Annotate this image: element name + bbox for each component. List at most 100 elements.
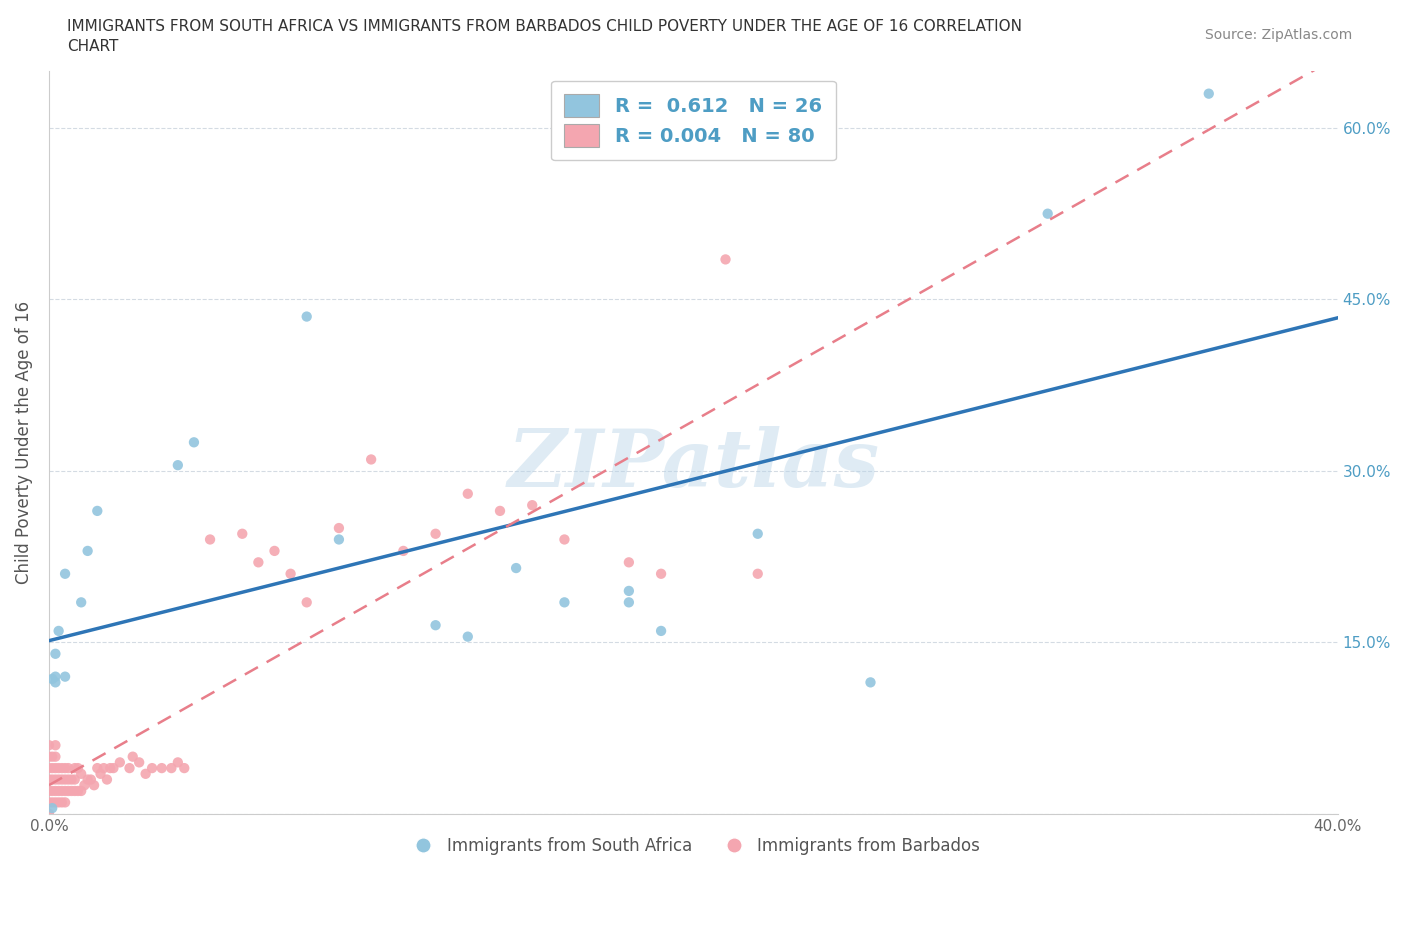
Point bbox=[41, 783, 63, 798]
Point bbox=[118, 761, 141, 776]
Point bbox=[80, 772, 103, 787]
Point bbox=[41, 750, 63, 764]
Point bbox=[280, 566, 302, 581]
Point bbox=[66, 783, 89, 798]
Point bbox=[41, 761, 63, 776]
Point bbox=[63, 761, 86, 776]
Point bbox=[48, 783, 70, 798]
Point bbox=[98, 761, 121, 776]
Point bbox=[135, 766, 157, 781]
Point bbox=[44, 795, 66, 810]
Point bbox=[173, 761, 195, 776]
Point bbox=[44, 772, 66, 787]
Point bbox=[76, 543, 98, 558]
Point bbox=[53, 783, 76, 798]
Point bbox=[617, 555, 640, 570]
Point bbox=[48, 795, 70, 810]
Point bbox=[650, 623, 672, 638]
Point bbox=[231, 526, 253, 541]
Text: IMMIGRANTS FROM SOUTH AFRICA VS IMMIGRANTS FROM BARBADOS CHILD POVERTY UNDER THE: IMMIGRANTS FROM SOUTH AFRICA VS IMMIGRAN… bbox=[67, 19, 1022, 33]
Text: ZIPatlas: ZIPatlas bbox=[508, 426, 879, 503]
Point bbox=[51, 772, 73, 787]
Point bbox=[51, 783, 73, 798]
Point bbox=[86, 503, 108, 518]
Point bbox=[1198, 86, 1220, 101]
Point bbox=[489, 503, 512, 518]
Point bbox=[295, 309, 318, 324]
Point bbox=[108, 755, 131, 770]
Point bbox=[38, 737, 60, 752]
Point bbox=[553, 532, 575, 547]
Point bbox=[553, 595, 575, 610]
Point bbox=[58, 772, 80, 787]
Point bbox=[48, 761, 70, 776]
Text: Source: ZipAtlas.com: Source: ZipAtlas.com bbox=[1205, 28, 1353, 42]
Point bbox=[38, 750, 60, 764]
Point bbox=[86, 761, 108, 776]
Point bbox=[53, 670, 76, 684]
Point bbox=[457, 630, 479, 644]
Point bbox=[48, 772, 70, 787]
Point bbox=[360, 452, 382, 467]
Point bbox=[425, 618, 447, 632]
Point bbox=[44, 646, 66, 661]
Point bbox=[83, 777, 105, 792]
Point bbox=[44, 675, 66, 690]
Point bbox=[617, 595, 640, 610]
Point bbox=[328, 521, 350, 536]
Point bbox=[53, 795, 76, 810]
Point bbox=[141, 761, 163, 776]
Point bbox=[44, 737, 66, 752]
Point bbox=[41, 671, 63, 686]
Point bbox=[96, 772, 118, 787]
Point bbox=[103, 761, 125, 776]
Point bbox=[44, 670, 66, 684]
Point bbox=[63, 772, 86, 787]
Point bbox=[70, 595, 93, 610]
Point bbox=[53, 772, 76, 787]
Point bbox=[48, 623, 70, 638]
Point bbox=[714, 252, 737, 267]
Point bbox=[128, 755, 150, 770]
Point bbox=[198, 532, 221, 547]
Point bbox=[328, 532, 350, 547]
Point bbox=[166, 755, 188, 770]
Point bbox=[183, 435, 205, 450]
Point bbox=[53, 761, 76, 776]
Point bbox=[425, 526, 447, 541]
Point bbox=[41, 772, 63, 787]
Point bbox=[41, 801, 63, 816]
Point bbox=[73, 777, 96, 792]
Point bbox=[51, 761, 73, 776]
Point bbox=[38, 772, 60, 787]
Point bbox=[44, 783, 66, 798]
Point bbox=[263, 543, 285, 558]
Point bbox=[859, 675, 882, 690]
Point bbox=[121, 750, 143, 764]
Point bbox=[58, 761, 80, 776]
Point bbox=[457, 486, 479, 501]
Point bbox=[38, 795, 60, 810]
Point bbox=[41, 795, 63, 810]
Point bbox=[1036, 206, 1059, 221]
Point bbox=[70, 766, 93, 781]
Point bbox=[60, 772, 83, 787]
Text: CHART: CHART bbox=[67, 39, 120, 54]
Point bbox=[70, 783, 93, 798]
Point bbox=[60, 783, 83, 798]
Legend: Immigrants from South Africa, Immigrants from Barbados: Immigrants from South Africa, Immigrants… bbox=[401, 830, 987, 861]
Point bbox=[53, 566, 76, 581]
Point bbox=[392, 543, 415, 558]
Point bbox=[650, 566, 672, 581]
Point bbox=[44, 761, 66, 776]
Point bbox=[76, 772, 98, 787]
Point bbox=[51, 795, 73, 810]
Point bbox=[617, 583, 640, 598]
Point bbox=[89, 766, 111, 781]
Point bbox=[66, 761, 89, 776]
Point bbox=[38, 806, 60, 821]
Point bbox=[522, 498, 544, 512]
Point bbox=[166, 458, 188, 472]
Point bbox=[63, 783, 86, 798]
Point bbox=[44, 750, 66, 764]
